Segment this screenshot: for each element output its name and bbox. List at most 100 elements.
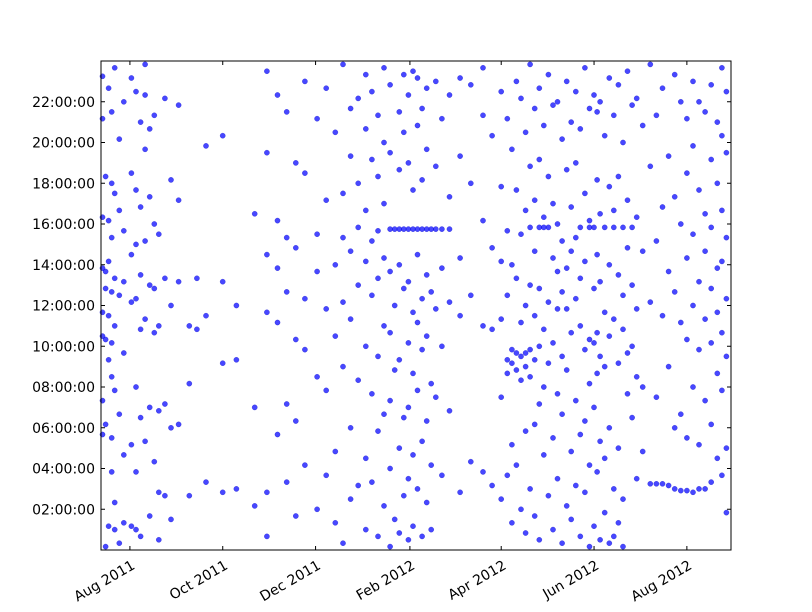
data-point [545,173,552,180]
data-point [559,289,565,295]
data-point [439,343,445,350]
data-point [582,258,588,265]
data-point [400,129,407,136]
data-point [194,275,200,282]
data-point [719,65,725,71]
data-point [665,363,672,370]
data-point [690,302,696,309]
data-point [423,499,430,506]
data-point [387,268,393,275]
data-point [554,475,561,482]
data-point [155,407,162,414]
data-point [513,367,520,373]
y-tick-label: 10:00:00 [32,339,95,355]
data-point [108,373,115,380]
data-point [611,316,617,322]
data-point [387,82,393,88]
data-point [347,424,354,431]
data-point [696,486,702,492]
data-point [446,226,453,232]
data-point [467,180,474,187]
data-point [251,210,258,217]
data-point [105,85,112,91]
data-point [264,251,270,258]
data-point [292,336,299,343]
data-point [128,251,135,258]
data-point [498,394,505,401]
data-point [332,520,339,526]
data-point [355,180,362,187]
data-point [653,112,660,119]
data-point [116,207,123,214]
data-point [332,333,339,339]
data-point [274,265,281,271]
data-point [723,149,730,156]
data-point [155,489,162,496]
data-point [102,268,109,275]
data-point [369,479,375,485]
data-point [102,173,109,180]
data-point [489,244,495,251]
data-point [314,268,320,275]
data-point [611,207,617,214]
data-point [381,65,387,71]
data-point [659,204,666,210]
data-point [162,401,168,407]
data-point [714,455,721,462]
axis-ticks [101,61,731,550]
data-point [203,479,209,485]
data-point [582,65,588,71]
data-point [684,255,690,261]
data-point [323,472,330,479]
data-point [719,387,725,394]
data-point [314,115,320,122]
data-point [594,251,600,258]
data-point [719,258,725,265]
data-point [155,231,162,237]
data-point [615,520,622,526]
data-point [142,438,148,445]
data-point [396,261,403,268]
data-point [410,309,416,316]
data-point [410,68,416,74]
data-point [314,506,320,513]
data-point [594,109,600,115]
data-point [302,295,308,302]
data-point [577,533,584,540]
data-point [168,177,174,183]
data-point [355,95,362,102]
data-point [194,326,200,333]
data-point [518,353,524,360]
data-point [620,496,626,502]
data-point [671,289,678,295]
data-point [323,85,330,91]
data-point [362,343,369,350]
data-point [522,363,529,370]
data-point [121,452,127,458]
data-point [577,275,584,282]
data-point [362,455,369,462]
data-point [133,88,139,95]
data-point [696,99,702,105]
data-point [381,139,387,146]
data-point [369,88,375,95]
data-point [550,526,556,533]
y-tick-label: 20:00:00 [32,136,95,152]
data-point [111,499,118,506]
data-point [233,302,240,309]
data-point [128,523,135,530]
data-point [128,441,135,448]
data-point [629,343,635,350]
data-point [504,115,511,122]
data-point [146,193,153,200]
data-point [653,480,660,487]
data-point [323,387,330,394]
data-point [137,272,144,278]
data-point [314,231,320,237]
data-point [274,319,281,326]
data-point [702,109,708,115]
data-point [323,197,330,203]
data-point [545,224,552,231]
data-point [559,136,565,142]
data-point [116,292,123,299]
